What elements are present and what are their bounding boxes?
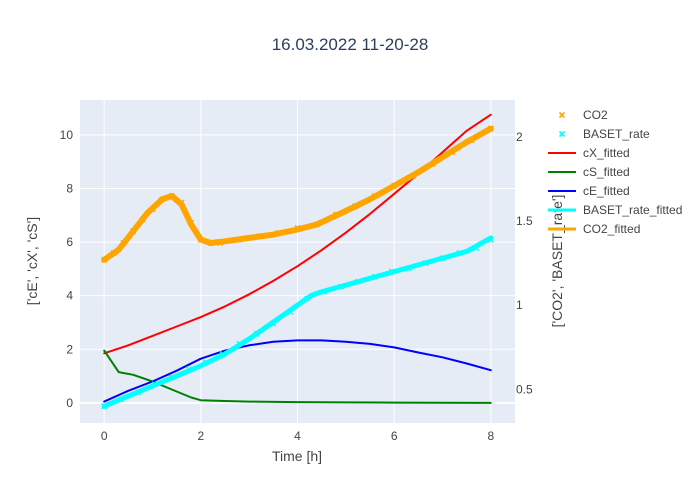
data-point-baset-rate: [101, 403, 108, 410]
data-point-co2: [333, 211, 340, 218]
data-point-baset-rate: [487, 236, 494, 243]
data-point-co2: [149, 206, 156, 213]
legend-item-ce-fitted[interactable]: cE_fitted: [548, 184, 630, 198]
data-point-co2: [110, 250, 117, 257]
data-point-co2: [188, 219, 195, 226]
legend-item-baset-rate[interactable]: BASET_rate: [558, 127, 651, 141]
legend-item-co2-fitted[interactable]: CO2_fitted: [548, 222, 640, 236]
data-point-baset-rate: [151, 381, 158, 388]
y-axis-right-title: ['CO2', 'BASET_rate']: [549, 195, 565, 328]
data-point-co2: [275, 229, 282, 236]
legend-label: cE_fitted: [583, 184, 630, 198]
data-point-co2: [391, 182, 398, 189]
data-point-baset-rate: [118, 396, 125, 403]
legend-label: cX_fitted: [583, 146, 630, 160]
y-right-tick-label: 0.5: [516, 382, 533, 396]
data-point-baset-rate: [287, 308, 294, 316]
legend-item-co2[interactable]: CO2: [558, 108, 609, 122]
y-left-tick-label: 10: [60, 128, 74, 142]
legend-label: CO2: [583, 108, 608, 122]
data-point-co2: [468, 137, 475, 144]
y-left-tick-label: 4: [66, 289, 73, 303]
data-point-baset-rate: [304, 295, 311, 302]
data-point-baset-rate: [321, 288, 328, 295]
data-point-baset-rate: [134, 389, 142, 396]
data-point-co2: [197, 236, 204, 243]
data-point-co2: [294, 224, 301, 231]
legend-label: BASET_rate: [583, 127, 650, 141]
data-point-baset-rate: [388, 268, 395, 275]
x-tick-label: 0: [101, 429, 108, 443]
legend-label: BASET_rate_fitted: [583, 203, 682, 217]
data-point-baset-rate: [456, 250, 463, 257]
data-point-baset-rate: [219, 350, 226, 358]
legend-label: CO2_fitted: [583, 222, 640, 236]
legend-marker: [558, 130, 566, 138]
data-point-co2: [352, 202, 359, 210]
legend-item-cx-fitted[interactable]: cX_fitted: [548, 146, 630, 160]
legend[interactable]: CO2 BASET_rate cX_fitted cS_fitted cE_fitted…: [548, 108, 682, 236]
data-point-co2: [120, 239, 127, 247]
x-tick-label: 4: [294, 429, 301, 443]
data-point-baset-rate: [270, 320, 277, 327]
y-left-tick-label: 0: [66, 396, 73, 410]
x-axis-ticks: 0 2 4 6 8: [101, 429, 495, 443]
series-line-cs-fitted: [103, 349, 492, 404]
x-tick-label: 2: [197, 429, 204, 443]
legend-label: cS_fitted: [583, 165, 630, 179]
data-point-co2: [429, 160, 436, 167]
data-point-co2: [101, 256, 108, 263]
x-tick-label: 6: [391, 429, 398, 443]
data-point-baset-rate: [371, 273, 378, 280]
data-point-baset-rate: [168, 374, 175, 381]
y-axis-right-ticks: 0.5 1 1.5 2: [516, 130, 533, 396]
legend-item-cs-fitted[interactable]: cS_fitted: [548, 165, 630, 179]
data-point-co2: [168, 192, 175, 199]
y-axis-left-title: ['cE', 'cX', 'cS']: [24, 217, 40, 305]
data-point-co2: [487, 125, 494, 132]
series-line-co2-fitted: [101, 125, 494, 263]
data-point-co2: [255, 233, 262, 240]
data-point-co2: [313, 221, 320, 228]
data-point-co2: [178, 199, 185, 206]
data-point-baset-rate: [185, 366, 192, 373]
data-point-co2: [207, 239, 214, 247]
series-line-ce-fitted: [103, 339, 492, 403]
data-point-co2: [139, 216, 146, 223]
series-layer: [101, 113, 494, 410]
legend-marker: [558, 111, 566, 119]
data-point-co2: [130, 228, 137, 235]
y-left-tick-label: 6: [66, 235, 73, 249]
y-right-tick-label: 2: [516, 130, 523, 144]
data-point-co2: [236, 236, 243, 243]
data-point-baset-rate: [236, 340, 243, 347]
data-point-baset-rate: [354, 278, 361, 285]
data-point-baset-rate: [422, 260, 429, 267]
data-point-baset-rate: [405, 265, 412, 272]
y-left-tick-label: 2: [66, 342, 73, 356]
data-point-baset-rate: [202, 359, 209, 366]
data-point-baset-rate: [439, 255, 446, 262]
data-point-co2: [371, 192, 378, 199]
y-right-tick-label: 1.5: [516, 214, 533, 228]
x-tick-label: 8: [487, 429, 494, 443]
data-point-baset-rate: [337, 283, 345, 290]
y-axis-left-ticks: 0 2 4 6 8 10: [60, 128, 74, 410]
data-point-co2: [159, 196, 166, 203]
data-point-baset-rate: [253, 330, 260, 337]
y-left-tick-label: 8: [66, 181, 73, 195]
x-axis-title: Time [h]: [272, 448, 322, 464]
data-point-co2: [410, 172, 417, 179]
chart-title: 16.03.2022 11-20-28: [272, 35, 429, 54]
data-point-co2: [217, 239, 224, 247]
data-point-co2: [449, 149, 456, 156]
legend-item-baset-rate-fitted[interactable]: BASET_rate_fitted: [548, 203, 682, 217]
data-point-baset-rate: [473, 244, 480, 252]
y-right-tick-label: 1: [516, 298, 523, 312]
